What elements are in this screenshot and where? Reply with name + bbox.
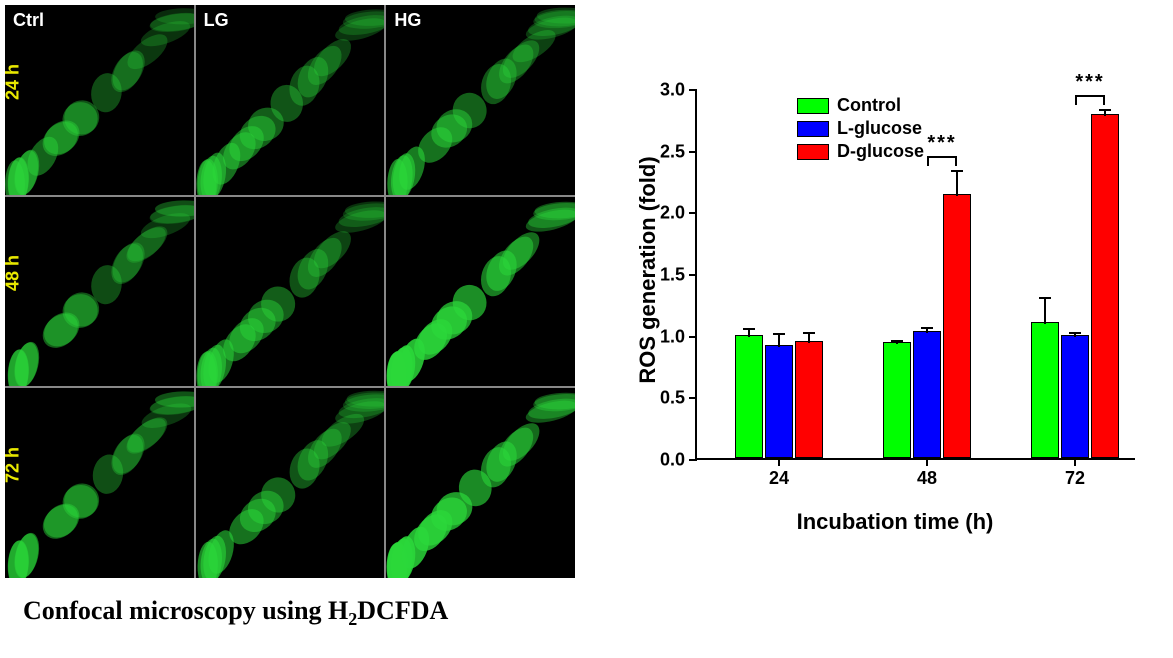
row-label: 24 h — [5, 64, 24, 100]
x-axis-title: Incubation time (h) — [797, 509, 994, 535]
error-cap — [1039, 297, 1051, 299]
error-cap — [951, 170, 963, 172]
row-label: 48 h — [5, 255, 24, 291]
bar — [765, 345, 793, 458]
y-tick — [689, 89, 697, 91]
microscopy-cell: HG — [386, 5, 575, 195]
chart-panel: ROS generation (fold) ControlL-glucoseD-… — [575, 0, 1173, 658]
legend-text: L-glucose — [837, 118, 922, 139]
legend-text: D-glucose — [837, 141, 924, 162]
bar — [1031, 322, 1059, 458]
bar — [1061, 335, 1089, 458]
error-cap — [1069, 332, 1081, 334]
error-bar — [778, 333, 780, 347]
x-tick — [1074, 458, 1076, 466]
y-tick — [689, 397, 697, 399]
row-label: 72 h — [5, 447, 24, 483]
microscopy-cell — [386, 388, 575, 578]
y-tick — [689, 459, 697, 461]
legend-item: D-glucose — [797, 141, 924, 162]
significance-bracket — [1075, 95, 1105, 97]
error-bar — [956, 170, 958, 196]
caption-suffix: DCFDA — [357, 596, 448, 625]
error-bar — [1044, 297, 1046, 324]
y-tick — [689, 336, 697, 338]
microscopy-cell — [196, 197, 385, 387]
y-tick-label: 0.5 — [660, 388, 685, 409]
y-tick-label: 2.5 — [660, 141, 685, 162]
significance-bracket — [927, 156, 957, 158]
y-tick-label: 0.0 — [660, 450, 685, 471]
x-tick — [778, 458, 780, 466]
significance-label: *** — [1075, 71, 1104, 94]
significance-label: *** — [927, 132, 956, 155]
microscopy-cell — [196, 388, 385, 578]
microscopy-cell: LG — [196, 5, 385, 195]
error-cap — [803, 332, 815, 334]
legend-text: Control — [837, 95, 901, 116]
legend-swatch — [797, 121, 829, 137]
error-cap — [743, 328, 755, 330]
y-tick-label: 1.5 — [660, 265, 685, 286]
col-label: LG — [204, 10, 229, 31]
bar — [735, 335, 763, 458]
microscopy-cell: 72 h — [5, 388, 194, 578]
caption-sub: 2 — [348, 609, 357, 629]
y-tick-label: 3.0 — [660, 80, 685, 101]
bar — [1091, 114, 1119, 458]
y-tick — [689, 151, 697, 153]
y-axis-title: ROS generation (fold) — [635, 156, 661, 383]
legend-item: Control — [797, 95, 924, 116]
col-label: HG — [394, 10, 421, 31]
chart-area: ROS generation (fold) ControlL-glucoseD-… — [625, 70, 1165, 520]
legend-swatch — [797, 144, 829, 160]
bar — [795, 341, 823, 458]
y-tick-label: 2.0 — [660, 203, 685, 224]
microscopy-cell: Ctrl 24 h — [5, 5, 194, 195]
error-cap — [773, 333, 785, 335]
bar — [913, 331, 941, 458]
microscopy-grid: Ctrl 24 h LG HG 48 h 72 h — [5, 5, 575, 578]
bar — [943, 194, 971, 458]
x-tick-label: 24 — [769, 468, 789, 489]
microscopy-caption: Confocal microscopy using H2DCFDA — [23, 596, 570, 630]
x-tick-label: 72 — [1065, 468, 1085, 489]
microscopy-cell: 48 h — [5, 197, 194, 387]
legend-item: L-glucose — [797, 118, 924, 139]
error-cap — [891, 340, 903, 342]
col-label: Ctrl — [13, 10, 44, 31]
plot-area: ControlL-glucoseD-glucose 0.00.51.01.52.… — [695, 90, 1135, 460]
y-tick-label: 1.0 — [660, 326, 685, 347]
caption-prefix: Confocal microscopy using H — [23, 596, 348, 625]
y-tick — [689, 212, 697, 214]
bar — [883, 342, 911, 458]
microscopy-panel: Ctrl 24 h LG HG 48 h 72 h Confocal microscopy… — [0, 0, 575, 658]
y-tick — [689, 274, 697, 276]
legend: ControlL-glucoseD-glucose — [797, 95, 924, 162]
error-cap — [1099, 109, 1111, 111]
microscopy-cell — [386, 197, 575, 387]
x-tick-label: 48 — [917, 468, 937, 489]
error-cap — [921, 327, 933, 329]
x-tick — [926, 458, 928, 466]
legend-swatch — [797, 98, 829, 114]
